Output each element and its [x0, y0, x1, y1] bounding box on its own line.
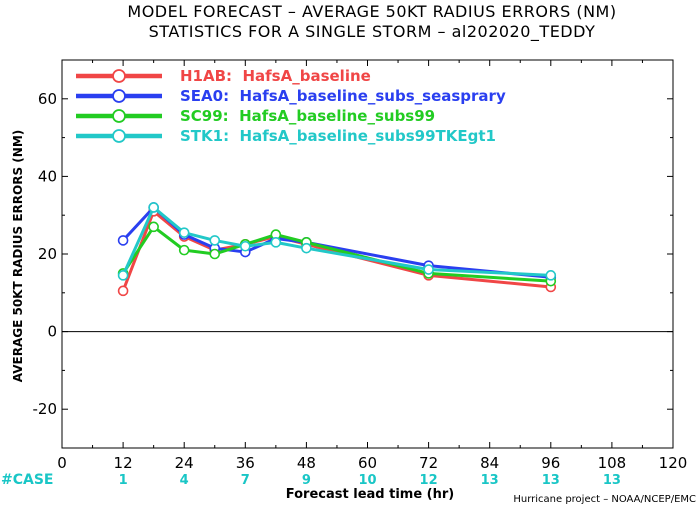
legend-entry-label: STK1: HafsA_baseline_subs99TKEgt1 — [180, 127, 496, 145]
series-point-3 — [148, 202, 159, 213]
legend-entry-label: H1AB: HafsA_baseline — [180, 67, 371, 85]
series-point-3 — [178, 227, 190, 238]
series-line-1 — [121, 205, 551, 279]
case-count-value: 12 — [420, 473, 438, 488]
x-tick-label: 96 — [541, 454, 560, 472]
series-point-2 — [178, 244, 190, 256]
case-count-label: #CASE — [1, 472, 54, 488]
legend-entry-label: SEA0: HafsA_baseline_subs_seasprary — [180, 87, 506, 105]
credit-text: Hurricane project – NOAA/NCEP/EMC — [513, 494, 696, 505]
y-tick-label: 20 — [38, 245, 57, 263]
series-point-0 — [117, 285, 129, 297]
legend-swatch-marker — [112, 109, 126, 123]
x-tick-label: 0 — [57, 454, 67, 472]
case-count-value: 13 — [603, 473, 621, 488]
y-tick-label: -20 — [33, 400, 58, 418]
chart-title: MODEL FORECAST – AVERAGE 50KT RADIUS ERR… — [127, 2, 616, 21]
x-tick-label: 108 — [598, 454, 627, 472]
x-tick-label: 120 — [659, 454, 688, 472]
x-axis-label: Forecast lead time (hr) — [286, 487, 454, 502]
x-tick-label: 60 — [358, 454, 377, 472]
chart-subtitle: STATISTICS FOR A SINGLE STORM – al202020… — [149, 22, 596, 42]
x-tick-label: 24 — [175, 454, 194, 472]
series-point-3 — [423, 264, 434, 275]
series-point-3 — [270, 237, 282, 248]
case-count-value: 1 — [119, 473, 128, 488]
legend-swatch-marker — [112, 89, 126, 103]
series-point-3 — [301, 242, 312, 254]
series-point-2 — [148, 221, 159, 233]
series-point-2 — [209, 248, 221, 260]
series-point-3 — [240, 240, 251, 252]
series-line-3 — [121, 205, 551, 277]
case-count-value: 10 — [358, 473, 376, 488]
legend-swatch-marker — [112, 129, 126, 143]
series-point-1 — [117, 235, 129, 246]
y-tick-label: 60 — [38, 90, 57, 108]
x-tick-label: 12 — [114, 454, 133, 472]
case-count-value: 7 — [241, 473, 250, 488]
x-tick-label: 36 — [236, 454, 255, 472]
case-count-value: 4 — [180, 473, 189, 488]
case-count-value: 13 — [542, 473, 560, 488]
series-point-3 — [209, 235, 221, 246]
series-point-3 — [117, 270, 129, 281]
plot-area: 0 12 24 36 48 60 72 84 96 108 120 -20 0 20 40 60 1 4 7 9 10 1… — [33, 59, 688, 488]
x-tick-label: 72 — [419, 454, 438, 472]
series-point-3 — [545, 270, 557, 281]
x-tick-label: 48 — [297, 454, 316, 472]
y-tick-label: 40 — [38, 167, 57, 185]
y-tick-label: 0 — [47, 323, 57, 341]
case-count-value: 9 — [302, 473, 311, 488]
y-axis-label: AVERAGE 50KT RADIUS ERRORS (NM) — [11, 130, 25, 382]
x-tick-label: 84 — [480, 454, 499, 472]
legend-entry-label: SC99: HafsA_baseline_subs99 — [180, 107, 435, 125]
case-count-value: 13 — [481, 473, 499, 488]
legend-swatch-marker — [112, 69, 126, 83]
